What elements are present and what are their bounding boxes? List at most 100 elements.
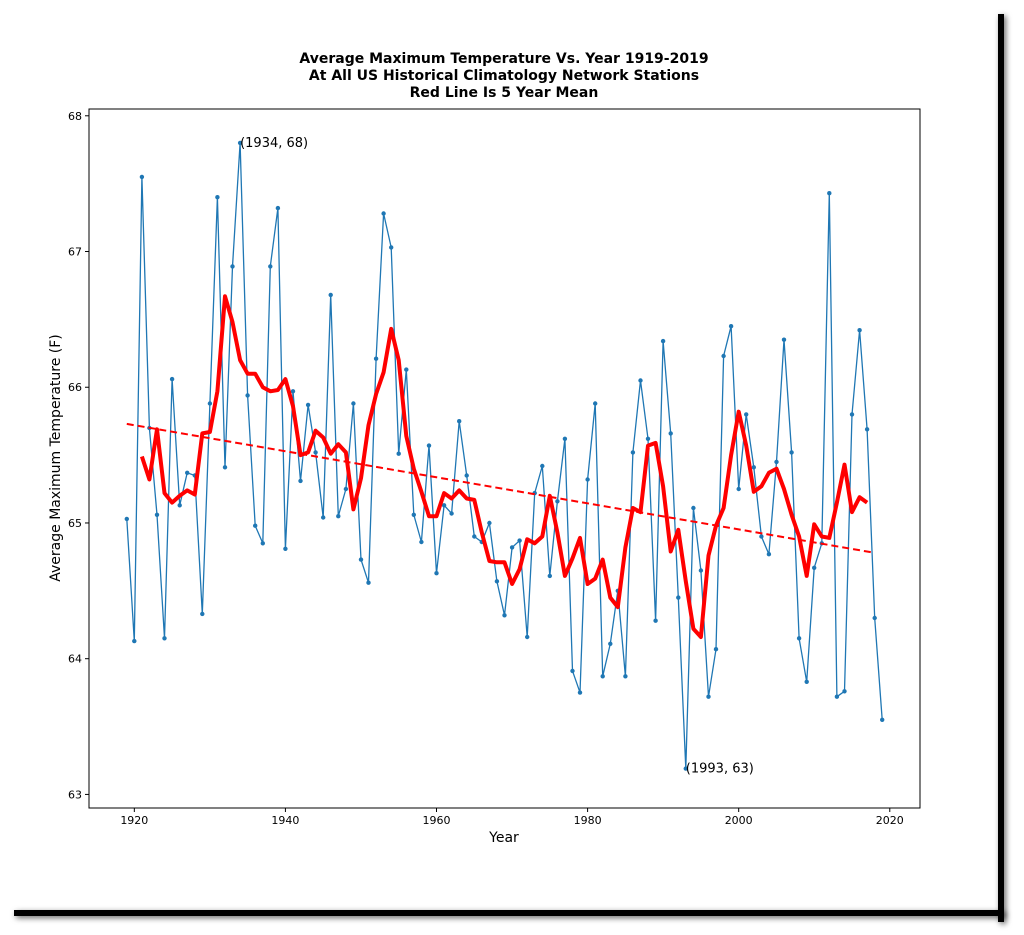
x-tick-label-2020: 2020 xyxy=(876,814,904,827)
trend-line xyxy=(126,422,875,554)
annual-point-1954 xyxy=(389,245,394,250)
annual-point-1961 xyxy=(441,503,447,508)
annual-point-1959 xyxy=(426,443,432,448)
annual-point-1985 xyxy=(623,674,628,679)
x-tick-label-2000: 2000 xyxy=(725,814,753,827)
annual-point-2018 xyxy=(872,615,877,621)
annual-point-1931 xyxy=(215,195,220,200)
annual-point-1949 xyxy=(351,401,356,406)
annual-point-1977 xyxy=(562,436,568,441)
annual-point-1938 xyxy=(268,264,273,269)
annual-point-2009 xyxy=(804,679,809,684)
annual-point-2007 xyxy=(789,450,794,455)
annual-point-1956 xyxy=(404,367,409,372)
annual-point-1999 xyxy=(728,324,734,329)
annual-point-1935 xyxy=(245,393,250,398)
annual-point-1957 xyxy=(411,512,416,517)
annual-point-1986 xyxy=(630,450,636,455)
annual-point-1981 xyxy=(593,401,598,406)
axes: 1920 1940 1960 1980 2000 2020 63 64 65 66 67 68 xyxy=(68,108,921,827)
annotation-0: (1934, 68) xyxy=(240,136,308,151)
chart-title-line-1: Average Maximum Temperature Vs. Year 191… xyxy=(299,51,708,67)
chart-svg: Average Maximum Temperature Vs. Year 191… xyxy=(48,51,921,846)
annual-point-1995 xyxy=(698,568,704,573)
axes-box xyxy=(88,108,921,809)
annual-point-1958 xyxy=(419,539,424,545)
annual-point-2003 xyxy=(759,534,764,539)
annual-point-1980 xyxy=(585,477,590,482)
annual-point-2010 xyxy=(812,565,817,570)
annual-point-1942 xyxy=(298,478,303,484)
annual-point-1945 xyxy=(321,515,326,520)
annual-point-2017 xyxy=(864,427,870,432)
x-tick-label-1960: 1960 xyxy=(423,814,451,827)
annual-point-1920 xyxy=(132,638,137,644)
annual-point-1919 xyxy=(124,516,129,522)
annual-point-1993 xyxy=(683,766,688,771)
annual-point-2008 xyxy=(796,636,802,641)
annual-point-2006 xyxy=(781,337,787,342)
annual-point-1933 xyxy=(230,264,235,269)
annual-point-1932 xyxy=(222,465,228,470)
annual-point-1930 xyxy=(207,401,213,406)
annual-point-1998 xyxy=(721,353,726,359)
annual-point-1921 xyxy=(139,174,145,180)
annual-point-1927 xyxy=(185,470,190,475)
y-tick-label-66: 66 xyxy=(68,381,82,394)
annual-point-1924 xyxy=(162,636,167,641)
annual-point-1939 xyxy=(275,205,281,211)
annual-point-1943 xyxy=(305,402,311,408)
chart-title-line-2: At All US Historical Climatology Network… xyxy=(309,68,699,84)
annual-point-1983 xyxy=(608,641,613,646)
annual-point-1976 xyxy=(555,499,560,504)
annual-point-1991 xyxy=(668,431,673,436)
annual-point-1996 xyxy=(706,694,711,699)
annual-point-1936 xyxy=(253,523,258,528)
annual-point-2013 xyxy=(834,694,840,699)
annual-point-1963 xyxy=(457,419,462,424)
x-tick-label-1940: 1940 xyxy=(271,814,299,827)
x-axis-label: Year xyxy=(488,830,519,846)
annual-point-2000 xyxy=(736,486,741,492)
annual-point-1948 xyxy=(343,486,349,492)
annual-point-2001 xyxy=(744,412,749,417)
annual-point-1994 xyxy=(691,505,696,511)
annual-point-2015 xyxy=(849,412,855,417)
annual-point-1937 xyxy=(260,541,265,546)
annual-point-1934 xyxy=(237,140,243,146)
annual-point-2019 xyxy=(880,717,885,722)
annual-point-2012 xyxy=(827,191,832,196)
annual-point-1965 xyxy=(472,534,477,539)
annual-point-1972 xyxy=(525,634,530,640)
annual-point-1940 xyxy=(283,546,288,551)
annual-point-2004 xyxy=(766,552,772,557)
annual-point-1955 xyxy=(396,451,401,456)
annual-point-1951 xyxy=(366,580,371,585)
annual-point-2002 xyxy=(751,465,756,470)
annual-point-2014 xyxy=(842,689,847,694)
annual-point-1989 xyxy=(653,618,658,623)
annual-point-1969 xyxy=(502,613,507,618)
annual-point-1988 xyxy=(645,436,651,441)
annual-point-1946 xyxy=(328,292,333,298)
plot-area: (1934, 68) (1993, 63) xyxy=(124,136,885,777)
annual-point-1967 xyxy=(487,520,492,526)
y-tick-label-64: 64 xyxy=(68,653,82,666)
annual-point-1960 xyxy=(434,571,439,576)
y-tick-label-65: 65 xyxy=(68,517,82,530)
five-year-mean-line xyxy=(139,294,869,639)
annual-point-1953 xyxy=(381,211,386,216)
annual-point-1923 xyxy=(154,512,160,517)
y-axis-label: Average Maximum Temperature (F) xyxy=(48,334,64,581)
annual-point-1974 xyxy=(540,463,545,469)
annual-point-1962 xyxy=(449,511,454,516)
annual-point-1968 xyxy=(494,579,500,584)
frame-shadow-right xyxy=(998,14,1004,922)
annual-point-1950 xyxy=(358,557,364,562)
annual-point-1997 xyxy=(713,647,719,652)
annual-point-1925 xyxy=(169,376,175,382)
x-tick-label-1980: 1980 xyxy=(574,814,602,827)
annual-point-1979 xyxy=(577,690,583,695)
frame-shadow-bottom xyxy=(14,910,1004,916)
annual-point-1982 xyxy=(600,674,605,679)
